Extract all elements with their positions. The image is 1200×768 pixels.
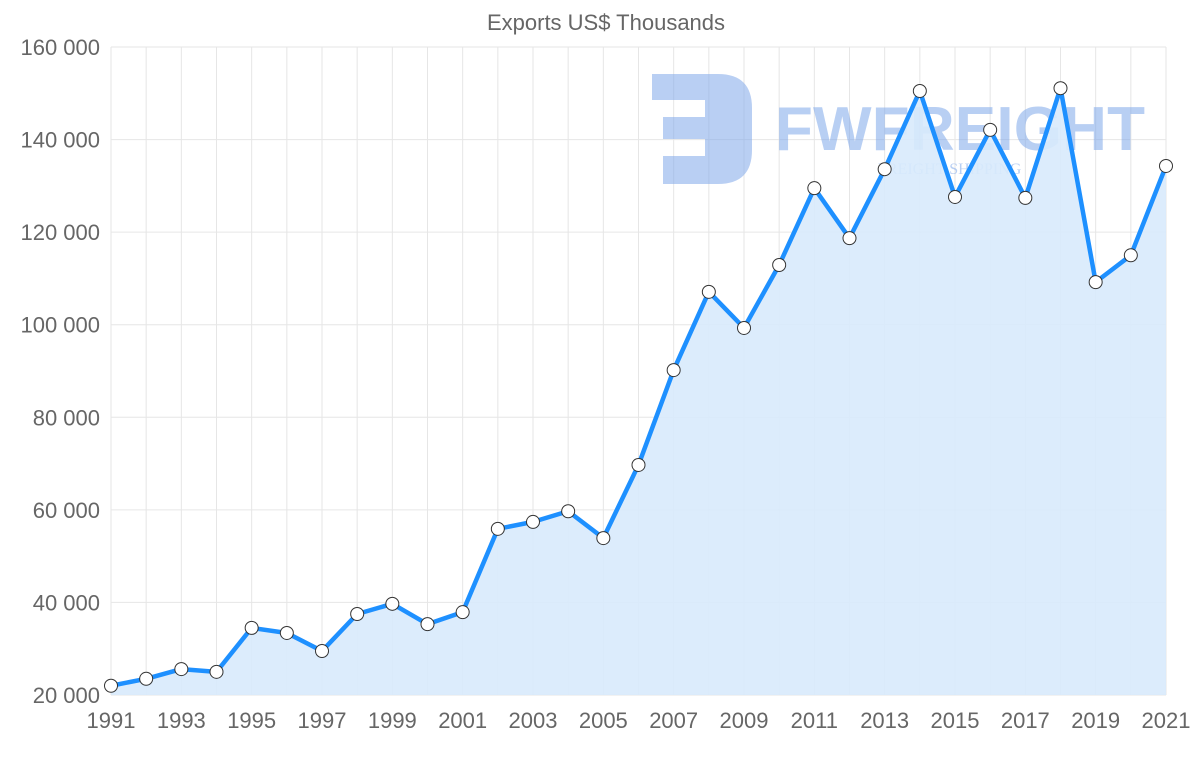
data-point	[385, 596, 400, 611]
x-tick-label: 2005	[579, 708, 628, 733]
x-tick-label: 2013	[860, 708, 909, 733]
x-tick-label: 1995	[227, 708, 276, 733]
data-point	[1053, 81, 1068, 96]
x-tick-label: 1997	[298, 708, 347, 733]
data-point	[596, 531, 611, 546]
data-point	[315, 644, 329, 659]
x-tick-label: 2011	[791, 708, 838, 733]
y-tick-label: 160 000	[20, 35, 100, 60]
x-tick-label: 2019	[1071, 708, 1120, 733]
y-tick-label: 20 000	[33, 683, 100, 708]
data-point	[807, 181, 822, 196]
data-point	[104, 678, 118, 693]
x-tick-label: 1999	[368, 708, 417, 733]
y-tick-label: 100 000	[20, 313, 100, 338]
y-tick-label: 120 000	[20, 220, 100, 245]
watermark-brand: FWFREIGHT	[775, 95, 1145, 164]
x-tick-label: 2021	[1142, 708, 1191, 733]
data-point	[139, 671, 154, 686]
data-point	[1123, 248, 1138, 263]
data-point	[877, 162, 892, 177]
data-point	[279, 625, 294, 640]
data-point	[912, 83, 927, 98]
area-fill	[111, 88, 1166, 696]
x-tick-label: 2003	[509, 708, 558, 733]
chart-title: Exports US$ Thousands	[487, 10, 725, 35]
data-point	[1088, 275, 1103, 290]
data-point	[1018, 190, 1033, 205]
y-tick-label: 40 000	[33, 590, 100, 615]
x-tick-label: 2015	[931, 708, 980, 733]
fw-logo-icon	[652, 74, 752, 184]
data-point	[244, 620, 259, 635]
data-point	[983, 122, 998, 137]
y-tick-label: 80 000	[33, 405, 100, 430]
data-point	[209, 664, 224, 679]
data-point	[701, 284, 716, 299]
x-tick-label: 2009	[720, 708, 769, 733]
data-point	[666, 363, 681, 378]
y-tick-label: 140 000	[20, 128, 100, 153]
series-exports	[104, 81, 1173, 696]
data-point	[631, 457, 646, 472]
data-point	[420, 617, 435, 632]
data-point	[455, 605, 470, 620]
data-point	[948, 189, 962, 204]
x-tick-label: 2001	[438, 708, 487, 733]
data-point	[1159, 158, 1173, 173]
y-tick-label: 60 000	[33, 498, 100, 523]
data-point	[842, 231, 857, 246]
data-point	[526, 514, 540, 529]
x-tick-label: 1993	[157, 708, 206, 733]
data-point	[350, 607, 365, 621]
data-point	[490, 521, 505, 536]
data-point	[737, 320, 751, 335]
data-point	[772, 258, 787, 273]
x-tick-label: 2017	[1001, 708, 1050, 733]
data-point	[174, 662, 189, 677]
x-tick-label: 2007	[649, 708, 698, 733]
data-point	[561, 504, 576, 519]
x-tick-label: 1991	[87, 708, 136, 733]
axes: 20 000 40 000 60 000 80 000 100 000 120 000 14…	[20, 35, 1190, 733]
